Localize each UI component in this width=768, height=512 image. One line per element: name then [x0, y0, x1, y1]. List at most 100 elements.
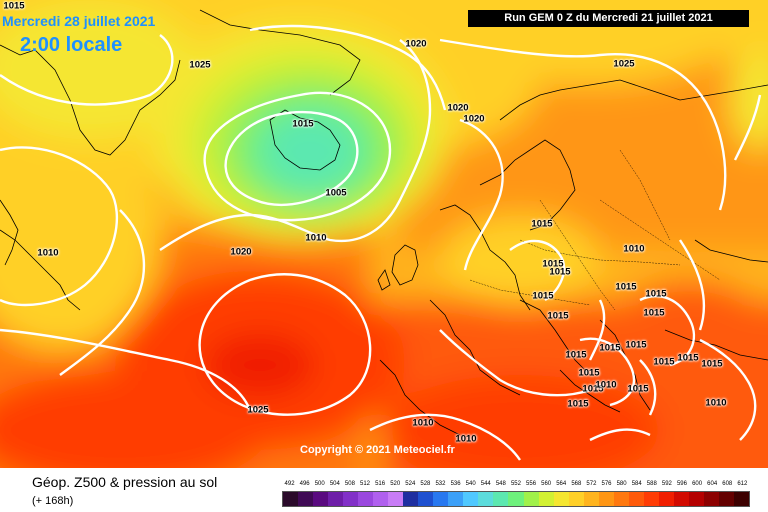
scale-value-label: 588 — [646, 481, 657, 487]
isobar-label: 1015 — [531, 218, 553, 230]
scale-swatch — [388, 492, 404, 506]
scale-swatch — [508, 492, 524, 506]
scale-swatch — [613, 492, 629, 506]
scale-swatch — [568, 492, 584, 506]
scale-swatch — [328, 492, 344, 506]
scale-value-label: 556 — [526, 481, 537, 487]
scale-swatch — [418, 492, 434, 506]
scale-value-label: 524 — [405, 481, 416, 487]
isobar-label: 1020 — [230, 246, 252, 258]
isobar-label: 1015 — [549, 266, 571, 278]
scale-value-label: 492 — [284, 481, 295, 487]
scale-value-label: 576 — [601, 481, 612, 487]
scale-value-label: 496 — [299, 481, 310, 487]
isobar-label: 1025 — [247, 404, 269, 416]
isobar-label: 1015 — [292, 118, 314, 130]
coastlines — [0, 9, 768, 436]
scale-swatch — [538, 492, 554, 506]
forecast-time: 2:00 locale — [20, 34, 123, 56]
isobar-label: 1015 — [645, 288, 667, 300]
scale-value-label: 600 — [692, 481, 703, 487]
isobar-label: 1015 — [542, 258, 564, 270]
scale-swatch — [493, 492, 509, 506]
model-run-info: Run GEM 0 Z du Mercredi 21 juillet 2021 — [468, 10, 749, 27]
scale-swatch — [298, 492, 314, 506]
legend-subtitle: (+ 168h) — [32, 495, 74, 507]
scale-swatch — [733, 492, 749, 506]
scale-value-label: 604 — [707, 481, 718, 487]
isobar-label: 1010 — [305, 232, 327, 244]
isobar-label: 1015 — [599, 342, 621, 354]
scale-value-label: 508 — [344, 481, 355, 487]
forecast-date: Mercredi 28 juillet 2021 — [2, 13, 156, 29]
scale-value-label: 584 — [631, 481, 642, 487]
scale-value-label: 528 — [420, 481, 431, 487]
scale-value-label: 596 — [676, 481, 687, 487]
scale-swatch — [553, 492, 569, 506]
isobar-label: 1010 — [412, 417, 434, 429]
isobar-label: 1015 — [547, 310, 569, 322]
scale-swatch — [703, 492, 719, 506]
map-canvas — [0, 0, 768, 468]
scale-swatch — [463, 492, 479, 506]
color-scale-labels: 492 496 500 504 508 512 516 520 524 528 532 536 540 5… — [282, 479, 750, 489]
scale-swatch — [598, 492, 614, 506]
scale-value-label: 572 — [586, 481, 597, 487]
scale-value-label: 548 — [495, 481, 506, 487]
scale-value-label: 536 — [450, 481, 461, 487]
isobar-label: 1015 — [615, 281, 637, 293]
scale-value-label: 516 — [375, 481, 386, 487]
isobar-label: 1020 — [447, 102, 469, 114]
isobar-label: 1015 — [701, 358, 723, 370]
isobar-label: 1010 — [705, 397, 727, 409]
isobar-label: 1010 — [623, 243, 645, 255]
scale-swatch — [688, 492, 704, 506]
scale-value-label: 560 — [541, 481, 552, 487]
scale-value-label: 564 — [556, 481, 567, 487]
scale-swatch — [448, 492, 464, 506]
isobar-label: 1015 — [625, 339, 647, 351]
scale-value-label: 532 — [435, 481, 446, 487]
scale-value-label: 592 — [661, 481, 672, 487]
isobar-label: 1025 — [613, 58, 635, 70]
scale-swatch — [313, 492, 329, 506]
legend-footer: Géop. Z500 & pression au sol (+ 168h) 49… — [0, 468, 768, 512]
isobar-label: 1025 — [189, 59, 211, 71]
scale-swatch — [658, 492, 674, 506]
isobar-label: 1015 — [578, 367, 600, 379]
scale-swatch — [283, 492, 299, 506]
scale-swatch — [583, 492, 599, 506]
scale-value-label: 608 — [722, 481, 733, 487]
scale-value-label: 552 — [510, 481, 521, 487]
isobar-label: 1015 — [627, 383, 649, 395]
scale-value-label: 500 — [314, 481, 325, 487]
scale-swatch — [643, 492, 659, 506]
isobar-label: 1015 — [582, 383, 604, 395]
copyright-notice: Copyright © 2021 Meteociel.fr — [300, 444, 455, 456]
scale-value-label: 580 — [616, 481, 627, 487]
scale-swatch — [433, 492, 449, 506]
isobar-label: 1010 — [455, 433, 477, 445]
scale-value-label: 504 — [329, 481, 340, 487]
isobar-label: 1015 — [677, 352, 699, 364]
country-borders — [469, 149, 721, 311]
scale-value-label: 512 — [360, 481, 371, 487]
scale-swatch — [403, 492, 419, 506]
scale-value-label: 520 — [390, 481, 401, 487]
scale-swatch — [343, 492, 359, 506]
isobar-label: 1020 — [405, 38, 427, 50]
scale-swatch — [673, 492, 689, 506]
color-scale-bar — [282, 491, 750, 507]
isobar-label: 1010 — [37, 247, 59, 259]
isobar-label: 1010 — [595, 379, 617, 391]
scale-value-label: 544 — [480, 481, 491, 487]
isobars — [0, 24, 762, 461]
scale-swatch — [358, 492, 374, 506]
isobar-label: 1020 — [463, 113, 485, 125]
isobar-label: 1015 — [653, 356, 675, 368]
weather-map: Mercredi 28 juillet 2021 2:00 locale Run… — [0, 0, 768, 468]
scale-swatch — [718, 492, 734, 506]
legend-title: Géop. Z500 & pression au sol — [32, 474, 218, 490]
isobar-label: 1015 — [567, 398, 589, 410]
scale-value-label: 540 — [465, 481, 476, 487]
